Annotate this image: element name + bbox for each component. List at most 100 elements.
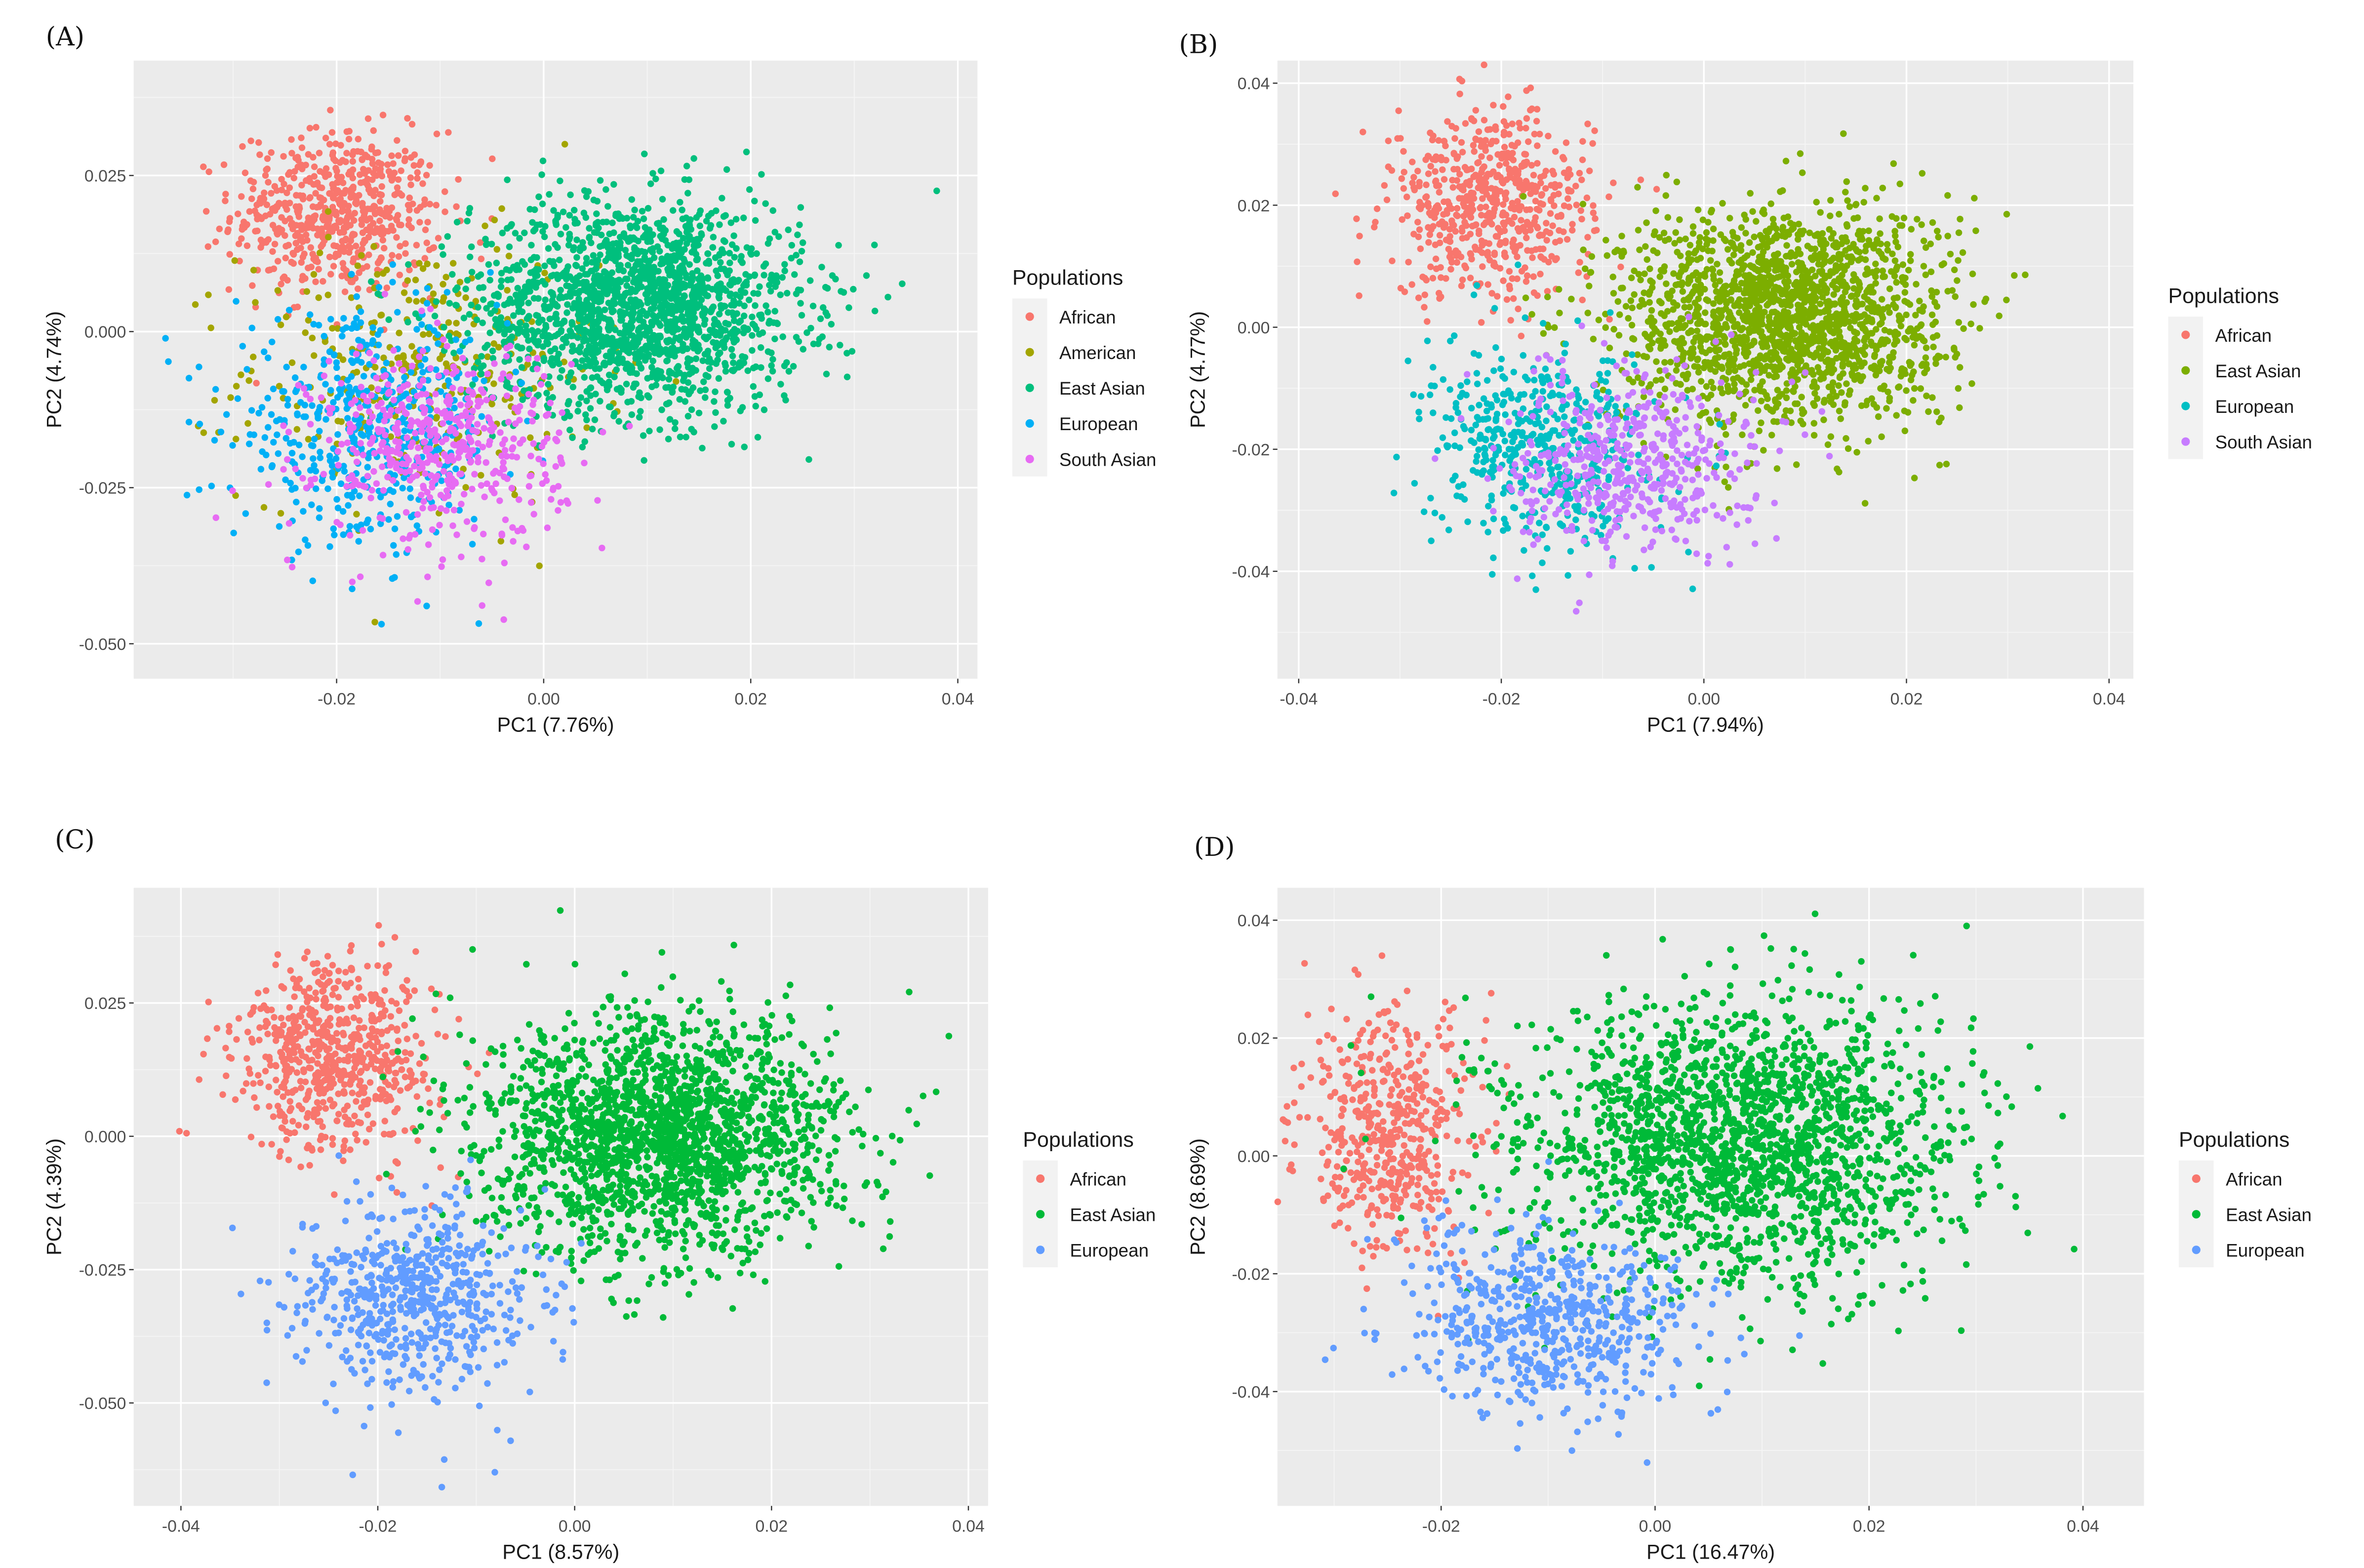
data-point-european (302, 413, 309, 420)
data-point-east-asian (607, 286, 615, 294)
data-point-european (293, 498, 300, 506)
data-point-east-asian (431, 313, 439, 320)
data-point-east-asian (800, 346, 807, 353)
data-point-east-asian (635, 325, 642, 333)
y-tick-label: -0.04 (1232, 563, 1270, 581)
data-point-african (329, 195, 337, 201)
data-point-east-asian (793, 290, 800, 297)
data-point-african (1388, 167, 1396, 174)
data-point-european (265, 354, 272, 362)
data-point-european (353, 293, 361, 300)
data-point-african (1432, 255, 1440, 263)
data-point-south-asian (512, 385, 519, 393)
data-point-european (327, 387, 334, 394)
y-tick-label: 0.00 (1238, 319, 1270, 337)
data-point-east-asian (581, 438, 588, 445)
data-point-african (1520, 162, 1527, 169)
data-point-south-asian (295, 382, 302, 389)
data-point-east-asian (661, 277, 669, 283)
data-point-african (1436, 189, 1443, 196)
data-point-east-asian (580, 244, 587, 251)
data-point-african (1501, 144, 1508, 151)
data-point-east-asian (822, 309, 830, 316)
data-point-south-asian (540, 373, 548, 380)
data-point-south-asian (414, 598, 421, 605)
data-point-african (1471, 148, 1478, 155)
data-point-european (162, 335, 169, 342)
data-point-south-asian (501, 446, 509, 454)
data-point-south-asian (357, 343, 363, 350)
data-point-african (240, 218, 247, 226)
data-point-african (1460, 213, 1467, 220)
data-point-east-asian (404, 319, 411, 325)
data-point-east-asian (694, 301, 701, 308)
data-point-african (1456, 171, 1463, 178)
data-point-east-asian (558, 328, 564, 335)
data-point-african (422, 226, 429, 234)
data-point-south-asian (432, 438, 439, 444)
data-point-european (481, 377, 487, 384)
data-point-east-asian (752, 217, 759, 224)
data-point-african (1512, 245, 1520, 253)
data-point-east-asian (666, 416, 674, 423)
data-point-south-asian (503, 392, 511, 400)
data-point-african (441, 208, 448, 215)
data-point-east-asian (543, 390, 550, 397)
data-point-african (1453, 259, 1461, 266)
data-point-east-asian (622, 322, 629, 329)
data-point-african (1525, 138, 1532, 145)
data-point-east-asian (1773, 465, 1781, 472)
data-point-african (1395, 107, 1402, 114)
data-point-east-asian (708, 210, 715, 217)
data-point-east-asian (557, 374, 563, 381)
data-point-east-asian (772, 283, 779, 290)
data-point-east-asian (701, 333, 708, 341)
data-point-african (342, 272, 350, 279)
data-point-african (1449, 176, 1456, 184)
data-point-south-asian (408, 362, 416, 369)
data-point-east-asian (1954, 277, 1961, 284)
data-point-african (225, 286, 233, 293)
data-point-east-asian (723, 166, 730, 173)
data-point-african (246, 208, 253, 215)
data-point-african (263, 201, 271, 208)
data-point-east-asian (818, 264, 825, 271)
data-point-european (393, 551, 400, 558)
data-point-african (394, 137, 401, 144)
data-point-american (232, 492, 239, 499)
data-point-european (354, 324, 361, 331)
data-point-american (462, 294, 469, 301)
data-point-african (204, 243, 212, 250)
data-point-european (276, 523, 283, 530)
data-point-african (1556, 227, 1563, 234)
data-point-south-asian (370, 357, 377, 364)
data-point-south-asian (404, 546, 411, 553)
data-point-east-asian (477, 364, 484, 372)
data-point-european (312, 468, 320, 475)
data-point-european (417, 362, 425, 369)
data-point-east-asian (1878, 296, 1885, 303)
data-point-african (340, 229, 347, 236)
data-point-african (200, 163, 207, 170)
data-point-african (1498, 178, 1506, 185)
data-point-african (1593, 227, 1600, 234)
data-point-american (233, 383, 240, 390)
data-point-african (1527, 190, 1534, 198)
data-point-south-asian (229, 487, 236, 494)
data-point-african (1506, 174, 1514, 181)
data-point-african (361, 178, 368, 186)
data-point-european (469, 541, 476, 548)
data-point-african (290, 260, 297, 267)
data-point-east-asian (604, 254, 612, 261)
data-point-east-asian (695, 341, 702, 349)
data-point-south-asian (390, 397, 398, 403)
data-point-east-asian (603, 383, 610, 390)
data-point-east-asian (444, 233, 451, 240)
data-point-african (1536, 245, 1544, 252)
data-point-east-asian (460, 315, 468, 322)
y-tick-label: -0.050 (79, 635, 126, 654)
data-point-european (208, 482, 215, 489)
data-point-african (320, 278, 326, 285)
data-point-african (1467, 275, 1474, 281)
data-point-african (296, 205, 303, 212)
